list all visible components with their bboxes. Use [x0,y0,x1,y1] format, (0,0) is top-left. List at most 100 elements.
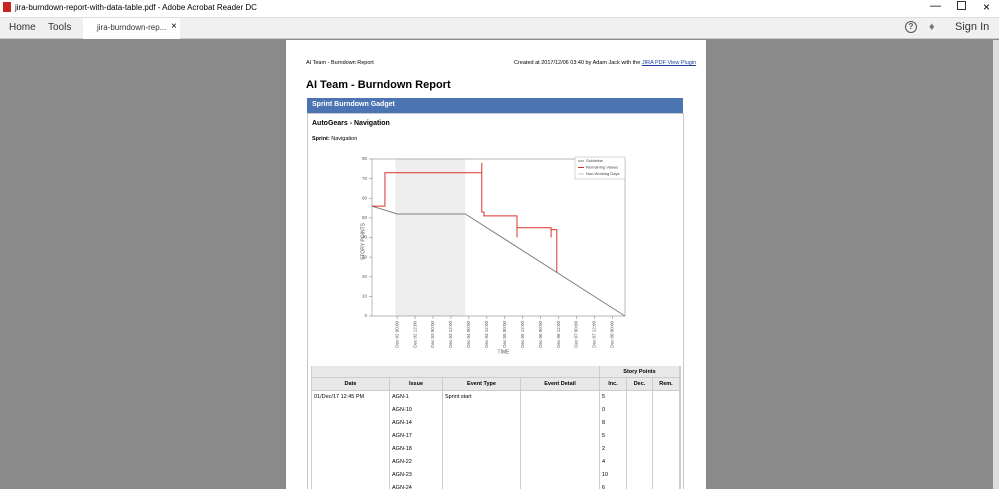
minimize-button[interactable]: — [930,0,941,12]
scrollbar[interactable] [993,40,999,489]
y-tick-label: 30 [362,254,368,259]
maximize-button[interactable] [957,1,966,10]
sprint-info: Sprint: Navigation [312,136,357,142]
table-cell: 2 [600,443,627,456]
column-header: Inc. [600,378,627,391]
table-cell [521,404,600,417]
column-header: Date [312,378,390,391]
table-cell [521,430,600,443]
x-tick-label: Dec 02 12:00 [412,321,417,348]
x-tick-label: Dec 08 00:00 [610,321,615,348]
x-tick-label: Dec 07 12:00 [592,321,597,348]
y-tick-label: 20 [362,274,368,279]
app-icon [3,2,11,12]
table-cell [312,443,390,456]
tools-tab[interactable]: Tools [48,22,72,33]
x-tick-label: Dec 04 00:00 [466,321,471,348]
table-cell: AGN-14 [390,417,443,430]
table-cell: AGN-24 [390,482,443,489]
table-cell [521,456,600,469]
window-title: jira-burndown-report-with-data-table.pdf… [15,3,257,12]
page-header-left: AI Team - Burndown Report [306,60,374,66]
x-tick-label: Dec 05 12:00 [520,321,525,348]
table-cell: AGN-18 [390,443,443,456]
legend-label: Non-Working Days [586,171,620,176]
table-cell [443,404,521,417]
table-cell: AGN-17 [390,430,443,443]
table-cell [312,417,390,430]
gadget-body [307,113,684,489]
table-cell: AGN-23 [390,469,443,482]
table-cell [627,404,653,417]
y-tick-label: 0 [364,313,367,318]
x-tick-label: Dec 07 00:00 [574,321,579,348]
x-tick-label: Dec 06 12:00 [556,321,561,348]
table-cell [443,456,521,469]
help-icon[interactable]: ? [905,21,917,33]
table-cell [312,430,390,443]
subtitle: AutoGears - Navigation [312,120,390,127]
table-cell [653,456,680,469]
sign-in[interactable]: Sign In [955,21,990,33]
x-tick-label: Dec 03 00:00 [430,321,435,348]
y-tick-label: 50 [362,215,368,220]
header-link[interactable]: JIRA PDF View Plugin [641,60,697,66]
sprint-name: Navigation [331,136,358,142]
table-cell [521,391,600,404]
gadget-title: Sprint Burndown Gadget [312,101,395,108]
column-header: Dec. [627,378,653,391]
close-button[interactable]: × [983,0,991,14]
y-tick-label: 70 [362,176,368,181]
x-tick-label: Dec 04 12:00 [484,321,489,348]
table-cell [653,469,680,482]
table-cell [627,391,653,404]
table-cell [443,469,521,482]
y-tick-label: 80 [362,156,368,161]
group-header: Story Points [600,366,680,378]
gadget-header [307,98,683,113]
table-cell [521,417,600,430]
table-cell [521,443,600,456]
non-working-band [395,159,466,316]
table-cell [627,443,653,456]
header-spacer [312,366,600,378]
table-cell [627,417,653,430]
table-cell [653,391,680,404]
title-bar [0,0,999,18]
document-tab-label[interactable]: jira-burndown-rep... [97,23,167,32]
column-header: Event Detail [521,378,600,391]
table-cell: AGN-22 [390,456,443,469]
table-cell [443,430,521,443]
table-cell: 6 [600,482,627,489]
table-cell [653,482,680,489]
sprint-label: Sprint: [312,136,330,142]
table-cell: 5 [600,391,627,404]
table-cell [653,430,680,443]
home-tab[interactable]: Home [9,22,36,33]
table-cell [312,456,390,469]
table-cell [627,430,653,443]
table-cell [443,443,521,456]
document-tab[interactable] [83,18,180,39]
series-line [371,205,626,317]
table-cell [443,417,521,430]
table-cell: 01/Dec/17 12:45 PM [312,391,390,404]
tab-close[interactable]: × [171,21,177,32]
table-cell: AGN-10 [390,404,443,417]
legend-box [574,156,626,180]
report-title: AI Team - Burndown Report [306,79,451,91]
column-header: Event Type [443,378,521,391]
legend-label: Guideline [586,158,604,163]
table-cell: AGN-1 [390,391,443,404]
bell-icon[interactable]: ♦ [929,21,935,33]
x-tick-label: Dec 06 00:00 [538,321,543,348]
x-tick-label: Dec 03 12:00 [448,321,453,348]
table-cell [312,482,390,489]
table-cell [521,469,600,482]
page-header-right: Created at 2017/12/06 03:40 by Adam Jack… [514,60,696,66]
table-cell [653,404,680,417]
table-cell [627,482,653,489]
y-tick-label: 40 [362,235,368,240]
